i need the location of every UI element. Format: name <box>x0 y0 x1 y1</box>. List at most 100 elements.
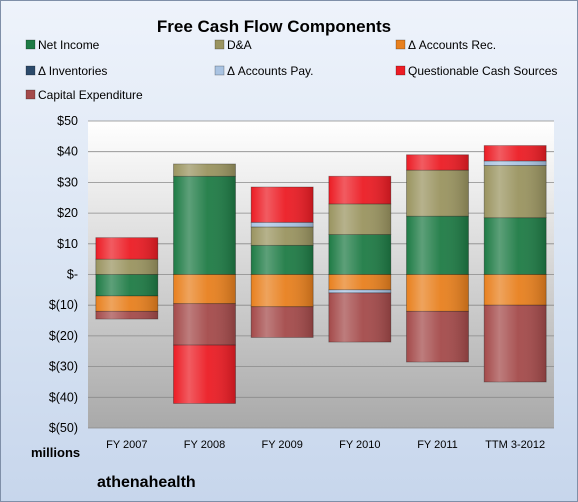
bar-shine <box>95 311 158 320</box>
bar-segment <box>95 310 159 320</box>
bar-segment <box>406 215 469 275</box>
bar-shine <box>484 274 547 306</box>
y-tick-label: $40 <box>57 145 78 159</box>
bar-shine <box>328 292 391 343</box>
legend-item: Δ Inventories <box>25 64 107 78</box>
bar-segment <box>328 203 392 235</box>
bar-segment <box>328 234 392 275</box>
legend-label: Δ Inventories <box>38 64 107 78</box>
y-axis: $50 $40 $30 $20 $10 $- $(10) $(20) $(30) $(40) $(5… <box>49 114 78 435</box>
legend-item: D&A <box>214 38 252 52</box>
bar-segment <box>406 154 469 171</box>
legend-swatch <box>395 65 406 76</box>
bar-segment <box>406 310 469 363</box>
bar-segment <box>250 274 314 308</box>
legend-item: Net Income <box>25 38 100 52</box>
bar-segment <box>483 217 547 275</box>
legend-swatch <box>395 39 406 50</box>
y-tick-label: $- <box>67 268 78 282</box>
legend-label: Δ Accounts Pay. <box>227 64 314 78</box>
y-tick-label: $(30) <box>49 360 78 374</box>
bar-shine <box>251 245 314 275</box>
y-tick-label: $30 <box>57 175 78 189</box>
bar-segment <box>250 226 314 246</box>
x-tick-label: FY 2010 <box>339 439 380 451</box>
bar-shine <box>173 163 236 177</box>
gridlines <box>88 120 554 429</box>
bar-shine <box>251 306 314 338</box>
bar-segment <box>173 274 236 305</box>
bar-shine <box>484 145 547 161</box>
bar-segment <box>483 160 547 166</box>
x-tick-label: TTM 3-2012 <box>485 439 545 451</box>
legend-item: Δ Accounts Pay. <box>214 64 314 78</box>
x-axis: FY 2007 FY 2008 FY 2009 FY 2010 FY 2011 TTM 3… <box>106 439 545 451</box>
bar-shine <box>95 295 158 312</box>
legend-item: Capital Expenditure <box>25 88 143 102</box>
bar-shine <box>251 187 314 223</box>
bar-shine <box>484 217 547 275</box>
y-tick-label: $(20) <box>49 329 78 343</box>
legend-swatch <box>25 39 36 50</box>
bar-shine <box>173 176 236 275</box>
bar-shine <box>328 176 391 204</box>
bar-segment <box>483 145 547 162</box>
legend-swatch <box>214 39 225 50</box>
bar-segment <box>328 289 392 294</box>
bar-shine <box>95 259 158 275</box>
bar-shine <box>328 289 391 293</box>
bar-shine <box>251 274 314 307</box>
bar-shine <box>406 311 469 362</box>
x-tick-label: FY 2011 <box>417 439 458 451</box>
legend-label: D&A <box>227 38 252 52</box>
bar-segment <box>95 258 159 275</box>
y-tick-label: $(40) <box>49 390 78 404</box>
bar-shine <box>484 305 547 382</box>
y-tick-label: $20 <box>57 206 78 220</box>
bar-shine <box>406 216 469 275</box>
bar-shine <box>406 154 469 171</box>
bar-segment <box>328 175 392 205</box>
bar-shine <box>328 203 391 235</box>
bars <box>95 145 547 404</box>
bar-segment <box>250 221 314 228</box>
bar-segment <box>406 274 469 312</box>
legend: Net Income D&A Δ Accounts Rec. Δ Inventorie… <box>25 38 557 102</box>
legend-label: Capital Expenditure <box>38 88 143 102</box>
y-tick-label: $10 <box>57 237 78 251</box>
bar-shine <box>251 222 314 227</box>
bar-segment <box>250 186 314 223</box>
x-tick-label: FY 2009 <box>261 439 302 451</box>
legend-item: Δ Accounts Rec. <box>395 38 496 52</box>
legend-label: Δ Accounts Rec. <box>408 38 496 52</box>
bar-shine <box>406 274 469 312</box>
brand-label: athenahealth <box>97 474 196 491</box>
bar-segment <box>250 244 314 275</box>
bar-shine <box>406 170 469 217</box>
bar-segment <box>328 274 392 291</box>
y-tick-label: $(50) <box>49 421 78 435</box>
bar-segment <box>483 165 547 219</box>
bar-shine <box>484 160 547 166</box>
legend-swatch <box>25 89 36 100</box>
bar-segment <box>328 292 392 343</box>
bar-segment <box>483 274 547 306</box>
bar-segment <box>483 304 547 383</box>
x-tick-label: FY 2007 <box>106 439 147 451</box>
legend-item: Questionable Cash Sources <box>395 64 557 78</box>
legend-label: Questionable Cash Sources <box>408 64 557 78</box>
bar-shine <box>95 237 158 260</box>
bar-segment <box>95 295 159 312</box>
bar-segment <box>406 169 469 217</box>
legend-swatch <box>214 65 225 76</box>
bar-segment <box>173 303 236 346</box>
legend-label: Net Income <box>38 38 100 52</box>
bar-segment <box>173 163 236 177</box>
chart-title: Free Cash Flow Components <box>157 17 391 36</box>
bar-shine <box>328 234 391 275</box>
y-tick-label: $50 <box>57 114 78 128</box>
bar-shine <box>328 274 391 290</box>
legend-swatch <box>25 65 36 76</box>
